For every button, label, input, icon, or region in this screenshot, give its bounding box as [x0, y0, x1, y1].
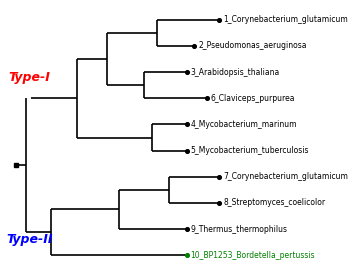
Text: 9_Thermus_thermophilus: 9_Thermus_thermophilus [191, 225, 287, 234]
Text: 5_Mycobacterium_tuberculosis: 5_Mycobacterium_tuberculosis [191, 146, 309, 155]
Text: 2_Pseudomonas_aeruginosa: 2_Pseudomonas_aeruginosa [198, 41, 306, 50]
Text: 6_Claviceps_purpurea: 6_Claviceps_purpurea [210, 94, 295, 103]
Text: 3_Arabidopsis_thaliana: 3_Arabidopsis_thaliana [191, 68, 280, 76]
Text: 4_Mycobacterium_marinum: 4_Mycobacterium_marinum [191, 120, 297, 129]
Text: 10_BP1253_Bordetella_pertussis: 10_BP1253_Bordetella_pertussis [191, 251, 315, 260]
Text: 7_Corynebacterium_glutamicum: 7_Corynebacterium_glutamicum [223, 172, 348, 181]
Text: Type-I: Type-I [9, 71, 51, 84]
Text: Type-II: Type-II [6, 233, 53, 246]
Text: 8_Streptomyces_coelicolor: 8_Streptomyces_coelicolor [223, 199, 325, 207]
Text: 1_Corynebacterium_glutamicum: 1_Corynebacterium_glutamicum [223, 15, 348, 24]
